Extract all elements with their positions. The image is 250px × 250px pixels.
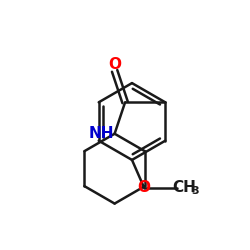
Text: 3: 3 [192, 186, 199, 196]
Text: O: O [108, 57, 121, 72]
Text: NH: NH [88, 126, 114, 141]
Text: O: O [138, 180, 151, 195]
Text: CH: CH [172, 180, 196, 195]
